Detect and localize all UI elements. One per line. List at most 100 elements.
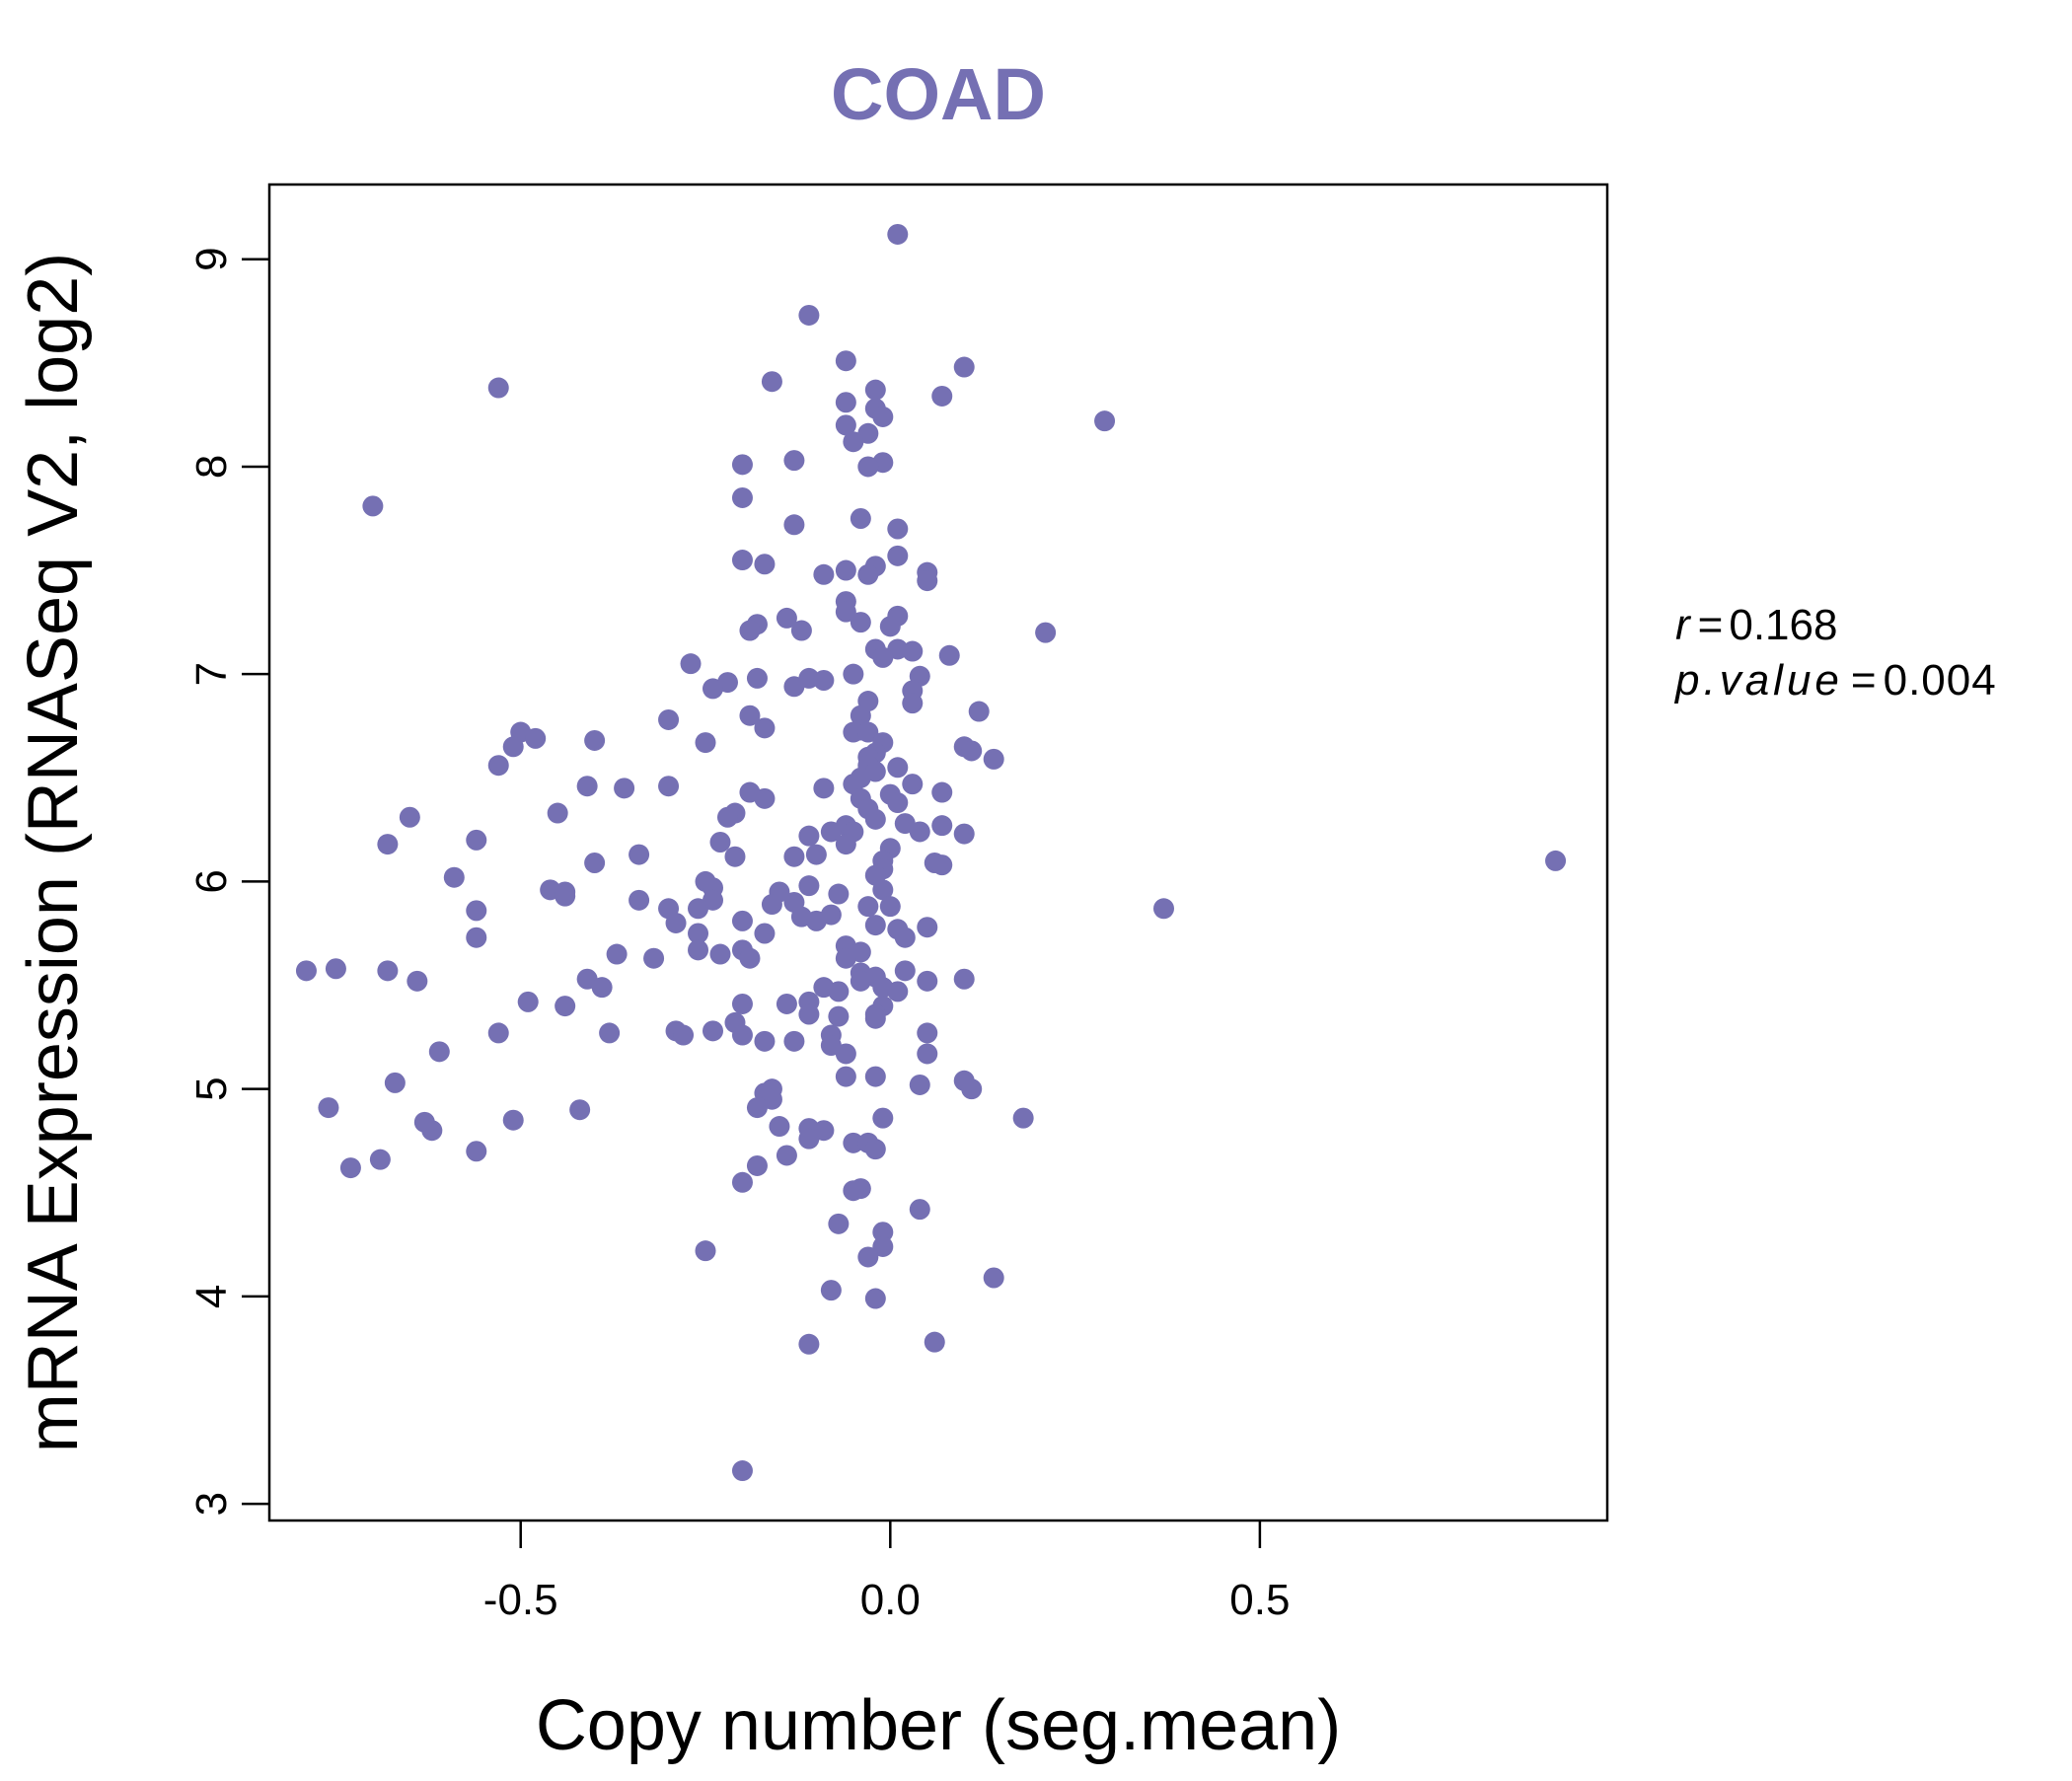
data-point xyxy=(1012,1107,1034,1129)
data-point xyxy=(983,748,1004,770)
data-point xyxy=(872,1107,894,1129)
data-point xyxy=(798,1333,820,1355)
data-point xyxy=(857,563,879,585)
chart-title: COAD xyxy=(831,53,1046,135)
data-point xyxy=(835,414,856,436)
data-point xyxy=(754,787,776,809)
data-point xyxy=(909,821,930,843)
data-point xyxy=(1152,898,1174,920)
data-point xyxy=(746,1154,768,1176)
data-point xyxy=(716,806,738,828)
data-point xyxy=(828,1005,850,1027)
data-point xyxy=(887,223,909,245)
data-point xyxy=(961,1078,983,1100)
data-point xyxy=(466,927,487,948)
data-point xyxy=(428,1041,450,1063)
data-point xyxy=(658,708,680,730)
data-point xyxy=(466,900,487,922)
y-tick-label: 8 xyxy=(187,455,236,479)
data-point xyxy=(864,808,886,830)
data-points xyxy=(295,223,1567,1482)
data-point xyxy=(931,385,953,407)
data-point xyxy=(731,550,753,571)
data-point xyxy=(688,898,709,920)
data-point xyxy=(731,486,753,508)
data-point xyxy=(931,781,953,803)
y-axis: 3 4 5 6 7 8 9 xyxy=(187,247,269,1516)
x-tick-label: -0.5 xyxy=(483,1576,558,1624)
data-point xyxy=(724,846,746,867)
data-point xyxy=(746,667,768,689)
y-tick-label: 6 xyxy=(187,869,236,893)
data-point xyxy=(872,646,894,668)
data-point xyxy=(487,377,509,399)
data-point xyxy=(555,996,576,1017)
data-point xyxy=(731,454,753,476)
data-point xyxy=(731,1024,753,1046)
data-point xyxy=(902,774,924,795)
data-point xyxy=(339,1157,361,1179)
data-point xyxy=(953,823,975,845)
data-point xyxy=(1545,850,1567,871)
data-point xyxy=(576,776,598,797)
data-point xyxy=(828,1213,850,1234)
data-point xyxy=(783,846,805,867)
data-point xyxy=(924,1331,945,1353)
data-point xyxy=(843,431,864,453)
data-point xyxy=(703,1020,724,1042)
data-point xyxy=(466,1141,487,1162)
data-point xyxy=(709,831,731,853)
r-stat-line: r = 0.168 xyxy=(1675,601,1837,649)
data-point xyxy=(835,834,856,855)
data-point xyxy=(864,915,886,936)
data-point xyxy=(835,559,856,581)
data-point xyxy=(798,1003,820,1025)
data-point xyxy=(850,508,871,529)
data-point xyxy=(399,806,420,828)
data-point xyxy=(864,379,886,401)
data-point xyxy=(695,732,716,754)
data-point xyxy=(754,923,776,944)
data-point xyxy=(502,1109,524,1131)
y-tick-label: 4 xyxy=(187,1285,236,1308)
data-point xyxy=(790,620,812,641)
data-point xyxy=(776,607,797,629)
data-point xyxy=(968,701,990,722)
data-point xyxy=(502,736,524,758)
data-point xyxy=(377,834,399,855)
data-point xyxy=(917,1022,938,1044)
data-point xyxy=(857,721,879,743)
y-tick-label: 7 xyxy=(187,662,236,686)
p-stat-value: 0.004 xyxy=(1884,656,1997,705)
data-point xyxy=(850,612,871,633)
data-point xyxy=(953,356,975,378)
data-point xyxy=(864,1007,886,1029)
data-point xyxy=(798,1128,820,1150)
y-tick-label: 5 xyxy=(187,1076,236,1100)
data-point xyxy=(325,958,346,980)
data-point xyxy=(739,947,761,969)
data-point xyxy=(850,705,871,726)
data-point xyxy=(843,1180,864,1202)
data-point xyxy=(872,1222,894,1243)
x-axis: -0.5 0.0 0.5 xyxy=(483,1521,1290,1624)
data-point xyxy=(887,981,909,1002)
data-point xyxy=(931,854,953,876)
data-point xyxy=(487,1022,509,1044)
data-point xyxy=(466,829,487,851)
data-point xyxy=(643,947,665,969)
y-tick-label: 3 xyxy=(187,1492,236,1516)
data-point xyxy=(813,563,835,585)
data-point xyxy=(783,450,805,472)
data-point xyxy=(872,879,894,901)
x-tick-label: 0.5 xyxy=(1229,1576,1290,1624)
data-point xyxy=(695,1240,716,1262)
data-point xyxy=(872,1235,894,1257)
x-axis-title: Copy number (seg.mean) xyxy=(536,1686,1341,1765)
data-point xyxy=(688,923,709,944)
p-stat-line: p.value = 0.004 xyxy=(1673,656,1997,705)
data-point xyxy=(798,825,820,847)
data-point xyxy=(850,970,871,992)
data-point xyxy=(864,1139,886,1160)
